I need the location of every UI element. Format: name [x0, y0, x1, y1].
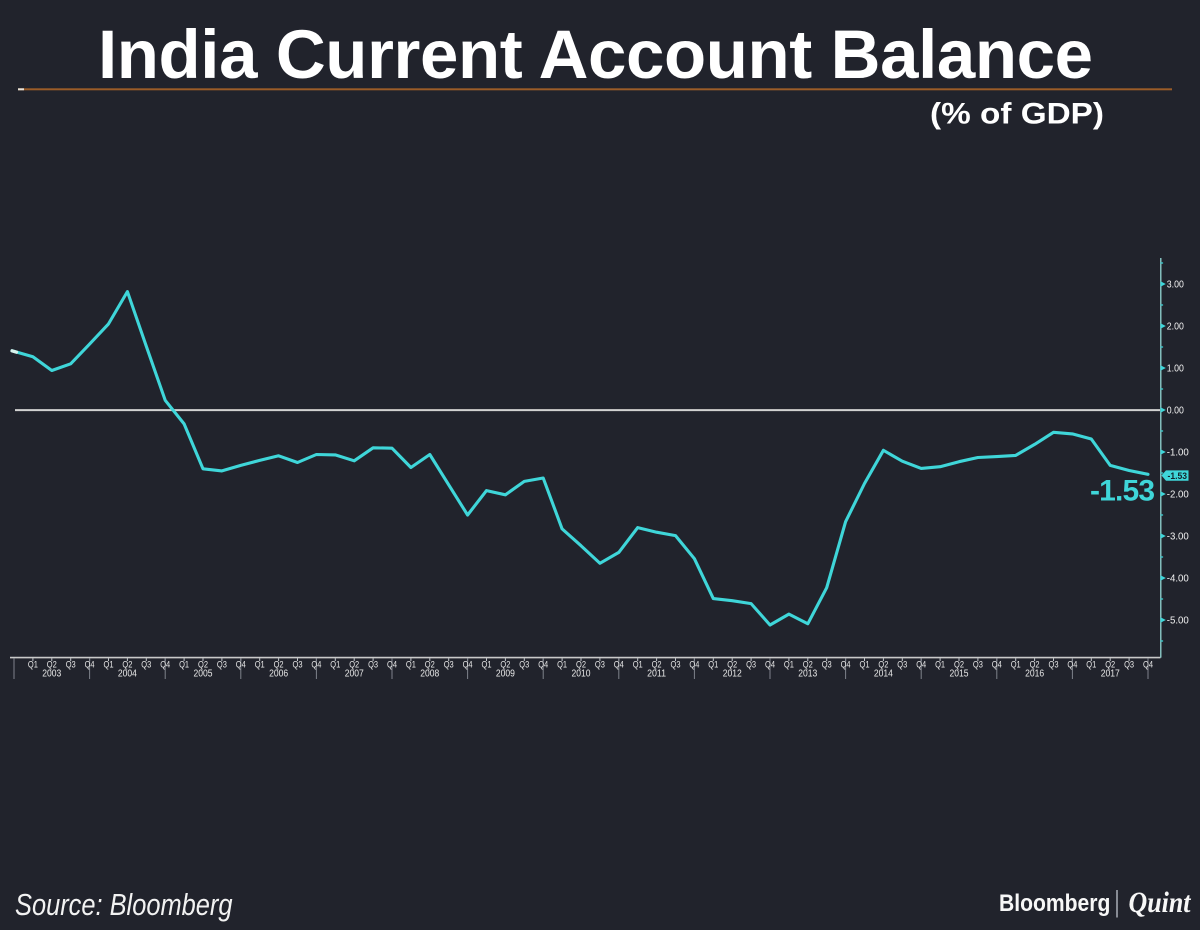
svg-text:-1.53: -1.53 [1090, 475, 1155, 508]
svg-text:2017: 2017 [1101, 669, 1120, 680]
svg-text:Q2: Q2 [652, 660, 662, 671]
svg-text:Q3: Q3 [141, 660, 151, 671]
svg-text:Q2: Q2 [576, 660, 586, 671]
svg-text:Q3: Q3 [595, 660, 605, 671]
svg-text:Q2: Q2 [727, 660, 737, 671]
svg-text:-4.00: -4.00 [1167, 574, 1189, 585]
svg-text:2009: 2009 [496, 669, 515, 680]
svg-text:(% of GDP): (% of GDP) [930, 97, 1104, 130]
svg-text:-3.00: -3.00 [1167, 532, 1189, 543]
svg-text:Q4: Q4 [841, 660, 852, 671]
svg-text:India Current Account Balance: India Current Account Balance [98, 16, 1093, 93]
svg-text:2.00: 2.00 [1167, 322, 1184, 333]
svg-text:Q4: Q4 [916, 660, 927, 671]
svg-text:Q1: Q1 [104, 660, 114, 671]
svg-text:Q1: Q1 [557, 660, 567, 671]
svg-text:-2.00: -2.00 [1167, 490, 1189, 501]
svg-text:Q1: Q1 [1086, 660, 1096, 671]
svg-text:2007: 2007 [345, 669, 364, 680]
svg-text:Q3: Q3 [519, 660, 529, 671]
svg-text:Q3: Q3 [746, 660, 756, 671]
svg-text:Q3: Q3 [822, 660, 832, 671]
svg-text:2013: 2013 [798, 669, 817, 680]
svg-text:2006: 2006 [269, 669, 288, 680]
svg-text:Q4: Q4 [765, 660, 776, 671]
svg-text:Q3: Q3 [66, 660, 76, 671]
svg-text:Q4: Q4 [160, 660, 171, 671]
svg-text:2014: 2014 [874, 669, 893, 680]
svg-text:Q2: Q2 [803, 660, 813, 671]
svg-text:2003: 2003 [42, 669, 61, 680]
svg-text:Q3: Q3 [897, 660, 907, 671]
svg-text:Q3: Q3 [1124, 660, 1134, 671]
svg-text:2004: 2004 [118, 669, 137, 680]
svg-text:Q1: Q1 [860, 660, 870, 671]
svg-text:Q2: Q2 [954, 660, 964, 671]
svg-text:-1.53: -1.53 [1168, 471, 1188, 482]
svg-text:Q1: Q1 [255, 660, 265, 671]
svg-text:3.00: 3.00 [1167, 280, 1184, 291]
svg-text:Q4: Q4 [538, 660, 549, 671]
svg-text:-1.00: -1.00 [1167, 448, 1189, 459]
svg-text:Q2: Q2 [878, 660, 888, 671]
svg-text:Q2: Q2 [425, 660, 435, 671]
svg-text:Q4: Q4 [387, 660, 398, 671]
svg-text:Bloomberg: Bloomberg [999, 890, 1110, 917]
svg-text:Q1: Q1 [406, 660, 416, 671]
svg-text:Q4: Q4 [311, 660, 322, 671]
svg-text:Q4: Q4 [614, 660, 625, 671]
svg-text:Q2: Q2 [1105, 660, 1115, 671]
svg-text:Source: Bloomberg: Source: Bloomberg [15, 888, 233, 923]
svg-text:Q1: Q1 [784, 660, 794, 671]
svg-text:Q3: Q3 [444, 660, 454, 671]
svg-text:Q4: Q4 [463, 660, 474, 671]
svg-text:Q2: Q2 [274, 660, 284, 671]
svg-text:Q1: Q1 [179, 660, 189, 671]
svg-text:Q3: Q3 [293, 660, 303, 671]
svg-text:-5.00: -5.00 [1167, 616, 1189, 627]
svg-text:Q4: Q4 [1143, 660, 1154, 671]
svg-text:Q4: Q4 [689, 660, 700, 671]
svg-text:Q3: Q3 [671, 660, 681, 671]
svg-text:Q4: Q4 [1067, 660, 1078, 671]
svg-text:Q2: Q2 [198, 660, 208, 671]
svg-text:Quint: Quint [1129, 886, 1192, 919]
svg-text:2005: 2005 [194, 669, 213, 680]
svg-text:Q1: Q1 [935, 660, 945, 671]
svg-text:Q3: Q3 [217, 660, 227, 671]
svg-text:0.00: 0.00 [1167, 406, 1184, 417]
svg-text:Q2: Q2 [500, 660, 510, 671]
svg-text:Q3: Q3 [973, 660, 983, 671]
svg-text:Q3: Q3 [1049, 660, 1059, 671]
svg-text:2015: 2015 [950, 669, 969, 680]
svg-text:Q1: Q1 [1011, 660, 1021, 671]
svg-text:Q4: Q4 [992, 660, 1003, 671]
svg-text:1.00: 1.00 [1167, 364, 1184, 375]
svg-text:2016: 2016 [1025, 669, 1044, 680]
svg-text:2012: 2012 [723, 669, 742, 680]
svg-text:2011: 2011 [647, 669, 666, 680]
svg-text:Q4: Q4 [236, 660, 247, 671]
svg-text:Q2: Q2 [349, 660, 359, 671]
svg-text:Q3: Q3 [368, 660, 378, 671]
svg-text:Q2: Q2 [47, 660, 57, 671]
svg-text:Q1: Q1 [482, 660, 492, 671]
svg-text:2010: 2010 [572, 669, 591, 680]
svg-text:Q2: Q2 [1030, 660, 1040, 671]
svg-text:Q1: Q1 [633, 660, 643, 671]
svg-text:Q1: Q1 [708, 660, 718, 671]
svg-text:Q2: Q2 [122, 660, 132, 671]
svg-text:Q1: Q1 [330, 660, 340, 671]
svg-text:Q4: Q4 [85, 660, 96, 671]
svg-text:2008: 2008 [420, 669, 439, 680]
svg-text:Q1: Q1 [28, 660, 38, 671]
